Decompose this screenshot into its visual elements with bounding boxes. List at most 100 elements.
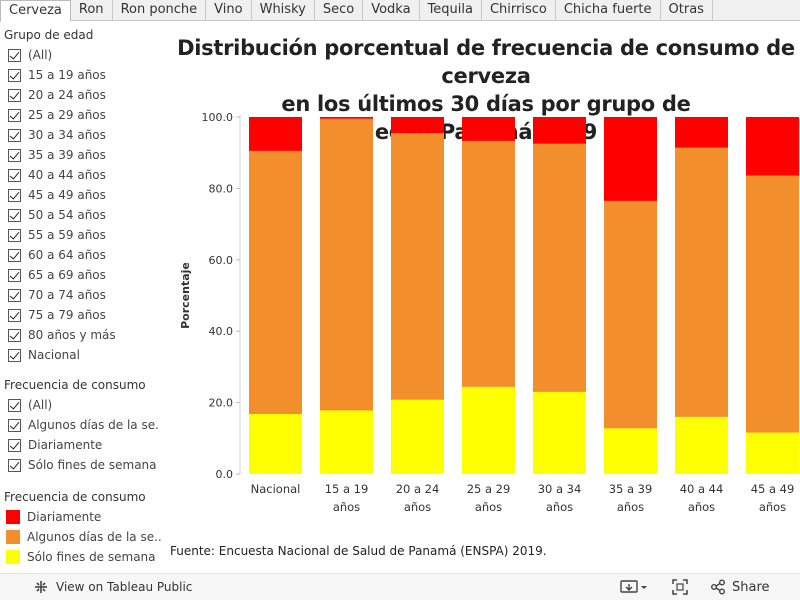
checkbox-checked-icon[interactable]: [8, 168, 21, 182]
age-checkbox-item[interactable]: 25 a 29 años: [8, 106, 160, 124]
bar-segment-algunos-d-as-de-la-semana: [320, 118, 373, 411]
age-checkbox-label: 15 a 19 años: [28, 68, 106, 82]
fullscreen-button[interactable]: [672, 579, 688, 595]
legend-swatch: [6, 510, 20, 524]
checkbox-checked-icon[interactable]: [8, 418, 21, 432]
tab-tequila[interactable]: Tequila: [420, 0, 482, 21]
fullscreen-icon: [672, 579, 688, 595]
bar-segment-diariamente: [533, 117, 586, 144]
age-checkbox-item[interactable]: 35 a 39 años: [8, 146, 160, 164]
frequency-checkbox-item[interactable]: Algunos días de la se...: [8, 416, 160, 434]
checkbox-checked-icon[interactable]: [8, 228, 21, 242]
x-tick-label: años: [404, 500, 431, 514]
bar-segment-s-lo-fines-de-semana: [320, 410, 373, 474]
y-tick-label: 80.0: [209, 182, 234, 195]
share-icon: [711, 579, 725, 595]
tab-cerveza[interactable]: Cerveza: [0, 0, 71, 22]
tab-ron-ponche[interactable]: Ron ponche: [113, 0, 207, 21]
age-checkbox-item[interactable]: (All): [8, 46, 160, 64]
bar-segment-algunos-d-as-de-la-semana: [604, 200, 657, 429]
checkbox-checked-icon[interactable]: [8, 308, 21, 322]
age-checkbox-item[interactable]: 30 a 34 años: [8, 126, 160, 144]
age-checkbox-item[interactable]: 20 a 24 años: [8, 86, 160, 104]
tab-whisky[interactable]: Whisky: [252, 0, 315, 21]
checkbox-checked-icon[interactable]: [8, 288, 21, 302]
legend-label: Algunos días de la se...: [27, 530, 162, 544]
checkbox-checked-icon[interactable]: [8, 88, 21, 102]
x-tick-label: 20 a 24: [396, 482, 440, 496]
x-tick-label: años: [333, 500, 360, 514]
age-checkbox-item[interactable]: 55 a 59 años: [8, 226, 160, 244]
frequency-checkbox-item[interactable]: Diariamente: [8, 436, 160, 454]
checkbox-checked-icon[interactable]: [8, 108, 21, 122]
checkbox-checked-icon[interactable]: [8, 68, 21, 82]
age-checkbox-item[interactable]: 40 a 44 años: [8, 166, 160, 184]
tab-vino[interactable]: Vino: [206, 0, 252, 21]
tab-ron[interactable]: Ron: [71, 0, 113, 21]
tab-otras[interactable]: Otras: [661, 0, 713, 21]
legend-label: Diariamente: [27, 510, 102, 524]
checkbox-checked-icon[interactable]: [8, 208, 21, 222]
bar-segment-s-lo-fines-de-semana: [533, 391, 586, 474]
age-checkbox-item[interactable]: 70 a 74 años: [8, 286, 160, 304]
bar-segment-algunos-d-as-de-la-semana: [249, 150, 302, 415]
tab-vodka[interactable]: Vodka: [363, 0, 420, 21]
view-on-tableau-link[interactable]: View on Tableau Public: [34, 580, 192, 594]
checkbox-checked-icon[interactable]: [8, 148, 21, 162]
frequency-checkbox-label: Sólo fines de semana: [28, 458, 157, 472]
legend-item[interactable]: Sólo fines de semana: [6, 548, 162, 566]
sidebar-filters: Grupo de edad (All) 15 a 19 años 20 a 24 a…: [0, 24, 162, 569]
y-tick-label: 0.0: [216, 468, 234, 481]
checkbox-checked-icon[interactable]: [8, 438, 21, 452]
age-checkbox-item[interactable]: Nacional: [8, 346, 160, 364]
bar-segment-algunos-d-as-de-la-semana: [391, 133, 444, 400]
x-tick-label: Nacional: [251, 482, 301, 496]
checkbox-checked-icon[interactable]: [8, 188, 21, 202]
checkbox-checked-icon[interactable]: [8, 48, 21, 62]
tab-chicha-fuerte[interactable]: Chicha fuerte: [556, 0, 661, 21]
legend-item[interactable]: Algunos días de la se...: [6, 528, 162, 546]
bar-segment-diariamente: [675, 117, 728, 148]
checkbox-checked-icon[interactable]: [8, 268, 21, 282]
tab-seco[interactable]: Seco: [315, 0, 364, 21]
age-checkbox-label: 45 a 49 años: [28, 188, 106, 202]
stacked-bar-chart: 100.0 80.0 60.0 40.0 20.0 0.0 Porcentaje Nacion…: [179, 111, 799, 514]
frequency-checkbox-item[interactable]: Sólo fines de semana: [8, 456, 160, 474]
age-checkbox-item[interactable]: 15 a 19 años: [8, 66, 160, 84]
checkbox-checked-icon[interactable]: [8, 398, 21, 412]
bar-segment-s-lo-fines-de-semana: [462, 386, 515, 474]
age-checkbox-label: 20 a 24 años: [28, 88, 106, 102]
age-checkbox-item[interactable]: 50 a 54 años: [8, 206, 160, 224]
age-filter-title: Grupo de edad: [4, 28, 94, 42]
legend-swatch: [6, 530, 20, 544]
checkbox-checked-icon[interactable]: [8, 248, 21, 262]
x-tick-label: 40 a 44: [680, 482, 724, 496]
legend-item[interactable]: Diariamente: [6, 508, 162, 526]
age-checkbox-item[interactable]: 60 a 64 años: [8, 246, 160, 264]
share-button[interactable]: Share: [710, 579, 770, 595]
y-tick-label: 100.0: [202, 111, 234, 124]
checkbox-checked-icon[interactable]: [8, 458, 21, 472]
checkbox-checked-icon[interactable]: [8, 348, 21, 362]
tab-chirrisco[interactable]: Chirrisco: [482, 0, 556, 21]
y-tick-label: 20.0: [209, 397, 234, 410]
x-tick-label: 25 a 29: [467, 482, 511, 496]
download-button[interactable]: [620, 579, 648, 595]
chart-title-line-1: Distribución porcentual de frecuencia de…: [177, 36, 795, 88]
x-tick-label: 30 a 34: [538, 482, 582, 496]
age-checkbox-item[interactable]: 65 a 69 años: [8, 266, 160, 284]
age-checkbox-label: (All): [28, 48, 53, 62]
age-checkbox-item[interactable]: 80 años y más: [8, 326, 160, 344]
bar-segment-algunos-d-as-de-la-semana: [533, 143, 586, 392]
age-checkbox-label: 65 a 69 años: [28, 268, 106, 282]
x-tick-label: 45 a 49: [751, 482, 795, 496]
x-tick-label: 15 a 19: [325, 482, 369, 496]
age-checkbox-item[interactable]: 75 a 79 años: [8, 306, 160, 324]
age-checkbox-item[interactable]: 45 a 49 años: [8, 186, 160, 204]
checkbox-checked-icon[interactable]: [8, 328, 21, 342]
checkbox-checked-icon[interactable]: [8, 128, 21, 142]
bar-segment-s-lo-fines-de-semana: [249, 414, 302, 474]
frequency-checkbox-item[interactable]: (All): [8, 396, 160, 414]
bar-segment-diariamente: [249, 117, 302, 151]
bar-segment-s-lo-fines-de-semana: [391, 399, 444, 474]
